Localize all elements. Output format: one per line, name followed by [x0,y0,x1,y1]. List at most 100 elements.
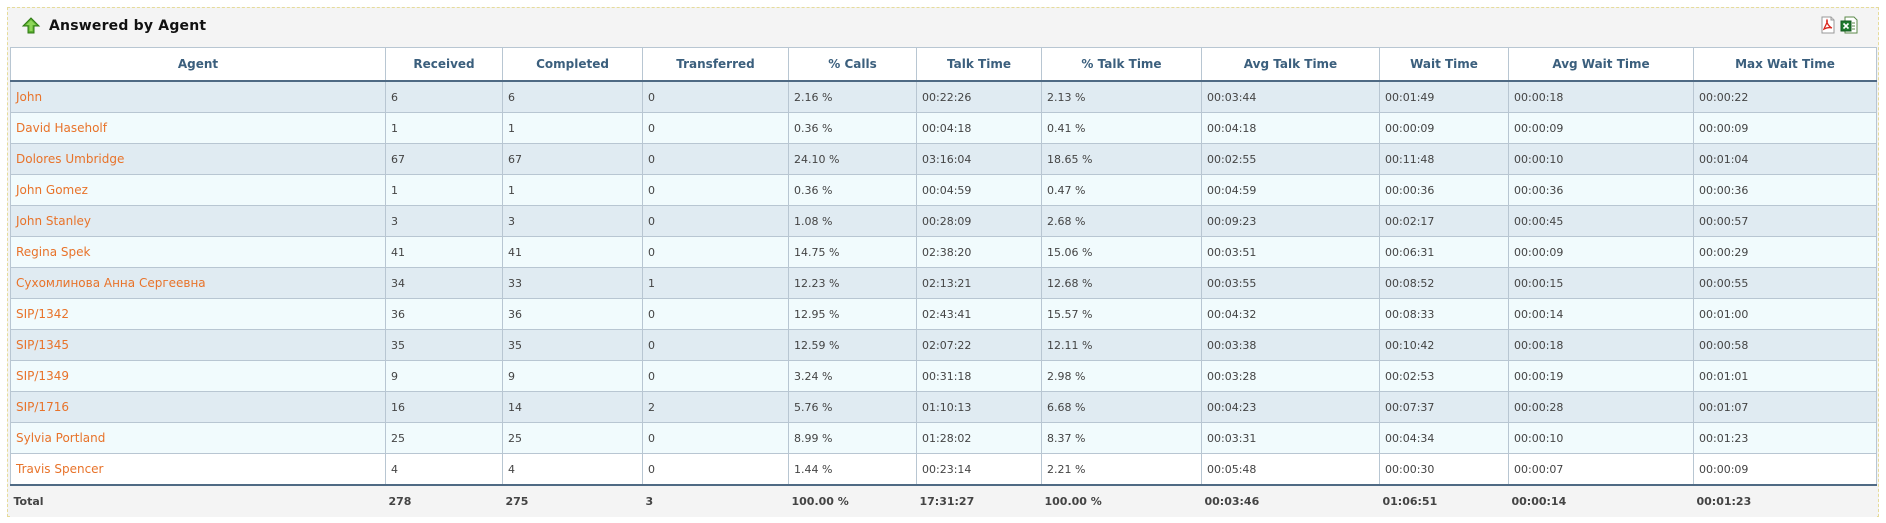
agent-name-link[interactable]: SIP/1349 [10,360,386,392]
agent-name-link[interactable]: SIP/1342 [10,298,386,330]
table-cell: 00:00:09 [1508,112,1694,144]
table-cell: 01:10:13 [916,391,1042,423]
column-header[interactable]: Avg Wait Time [1508,47,1694,82]
table-cell: 00:00:57 [1693,205,1877,237]
table-cell: 00:04:59 [1201,174,1380,206]
totals-cell: 00:00:14 [1508,484,1694,517]
agent-name-link[interactable]: SIP/1716 [10,391,386,423]
column-header[interactable]: % Talk Time [1041,47,1202,82]
agent-name-link[interactable]: Regina Spek [10,236,386,268]
table-cell: 00:08:52 [1379,267,1509,299]
table-cell: 00:00:09 [1693,112,1877,144]
agent-name-link[interactable]: John Gomez [10,174,386,206]
table-cell: 4 [502,453,643,486]
table-cell: 0 [642,453,789,486]
table-cell: 1 [642,267,789,299]
table-cell: 41 [502,236,643,268]
column-header[interactable]: Completed [502,47,643,82]
table-cell: 00:28:09 [916,205,1042,237]
column-header[interactable]: Agent [10,47,386,82]
table-cell: 3 [502,205,643,237]
table-cell: 0.36 % [788,174,917,206]
agent-name-link[interactable]: Sylvia Portland [10,422,386,454]
table-cell: 24.10 % [788,143,917,175]
table-cell: 0 [642,205,789,237]
table-cell: 00:00:45 [1508,205,1694,237]
table-cell: 00:06:31 [1379,236,1509,268]
table-cell: 00:00:30 [1379,453,1509,486]
table-cell: 00:00:14 [1508,298,1694,330]
table-cell: 12.68 % [1041,267,1202,299]
table-cell: 36 [502,298,643,330]
column-header[interactable]: % Calls [788,47,917,82]
totals-row: Total 278 275 3 100.00 % 17:31:27 100.00 % 00:0… [10,484,1877,517]
table-cell: 00:00:55 [1693,267,1877,299]
table-cell: 00:03:55 [1201,267,1380,299]
table-cell: 6 [502,80,643,113]
table-cell: 0 [642,174,789,206]
table-cell: 00:03:31 [1201,422,1380,454]
table-row: John 6 6 0 2.16 % 00:22:26 2.13 % 00:03:44 00:01… [10,80,1877,113]
agent-name-link[interactable]: SIP/1345 [10,329,386,361]
table-cell: 00:02:55 [1201,143,1380,175]
table-cell: 18.65 % [1041,143,1202,175]
table-cell: 35 [502,329,643,361]
table-cell: 00:01:07 [1693,391,1877,423]
table-cell: 02:38:20 [916,236,1042,268]
table-cell: 00:00:58 [1693,329,1877,361]
table-cell: 25 [502,422,643,454]
table-row: David Haseholf 1 1 0 0.36 % 00:04:18 0.41 % 00:… [10,112,1877,144]
table-cell: 00:00:15 [1508,267,1694,299]
agent-name-link[interactable]: John Stanley [10,205,386,237]
column-header[interactable]: Talk Time [916,47,1042,82]
agent-name-link[interactable]: David Haseholf [10,112,386,144]
table-cell: 00:04:34 [1379,422,1509,454]
excel-export-icon[interactable] [1840,16,1858,34]
table-row: John Stanley 3 3 0 1.08 % 00:28:09 2.68 % 00:09… [10,205,1877,237]
table-cell: 0.41 % [1041,112,1202,144]
table-cell: 1.44 % [788,453,917,486]
table-cell: 67 [385,143,503,175]
table-row: Travis Spencer 4 4 0 1.44 % 00:23:14 2.21 % 00:… [10,453,1877,486]
agent-name-link[interactable]: Travis Spencer [10,453,386,486]
table-cell: 33 [502,267,643,299]
column-header[interactable]: Wait Time [1379,47,1509,82]
table-cell: 00:10:42 [1379,329,1509,361]
table-cell: 00:05:48 [1201,453,1380,486]
table-row: SIP/1342 36 36 0 12.95 % 02:43:41 15.57 % 00:04… [10,298,1877,330]
pdf-export-icon[interactable] [1819,16,1837,34]
table-row: Сухомлинова Анна Сергеевна 34 33 1 12.23 % 02… [10,267,1877,299]
table-cell: 15.06 % [1041,236,1202,268]
table-cell: 9 [502,360,643,392]
table-cell: 41 [385,236,503,268]
agent-name-link[interactable]: Dolores Umbridge [10,143,386,175]
panel-header: Answered by Agent [8,8,1878,47]
table-cell: 00:31:18 [916,360,1042,392]
agent-name-link[interactable]: John [10,80,386,113]
table-cell: 00:00:10 [1508,422,1694,454]
table-cell: 00:04:18 [1201,112,1380,144]
table-cell: 4 [385,453,503,486]
totals-cell: 100.00 % [1041,484,1202,517]
table-cell: 1 [502,112,643,144]
table-cell: 00:00:36 [1508,174,1694,206]
column-header[interactable]: Received [385,47,503,82]
table-cell: 00:08:33 [1379,298,1509,330]
table-row: Dolores Umbridge 67 67 0 24.10 % 03:16:04 18.6… [10,143,1877,175]
table-cell: 00:02:17 [1379,205,1509,237]
table-cell: 02:07:22 [916,329,1042,361]
column-header[interactable]: Transferred [642,47,789,82]
table-cell: 01:28:02 [916,422,1042,454]
table-cell: 1 [385,112,503,144]
agent-name-link[interactable]: Сухомлинова Анна Сергеевна [10,267,386,299]
column-header[interactable]: Avg Talk Time [1201,47,1380,82]
table-cell: 02:43:41 [916,298,1042,330]
table-cell: 00:00:28 [1508,391,1694,423]
table-cell: 0 [642,329,789,361]
table-cell: 00:04:59 [916,174,1042,206]
totals-cell: 3 [642,484,789,517]
table-row: SIP/1349 9 9 0 3.24 % 00:31:18 2.98 % 00:03:28 0… [10,360,1877,392]
table-cell: 0 [642,80,789,113]
collapse-up-arrow-icon[interactable] [21,17,41,35]
column-header[interactable]: Max Wait Time [1693,47,1877,82]
